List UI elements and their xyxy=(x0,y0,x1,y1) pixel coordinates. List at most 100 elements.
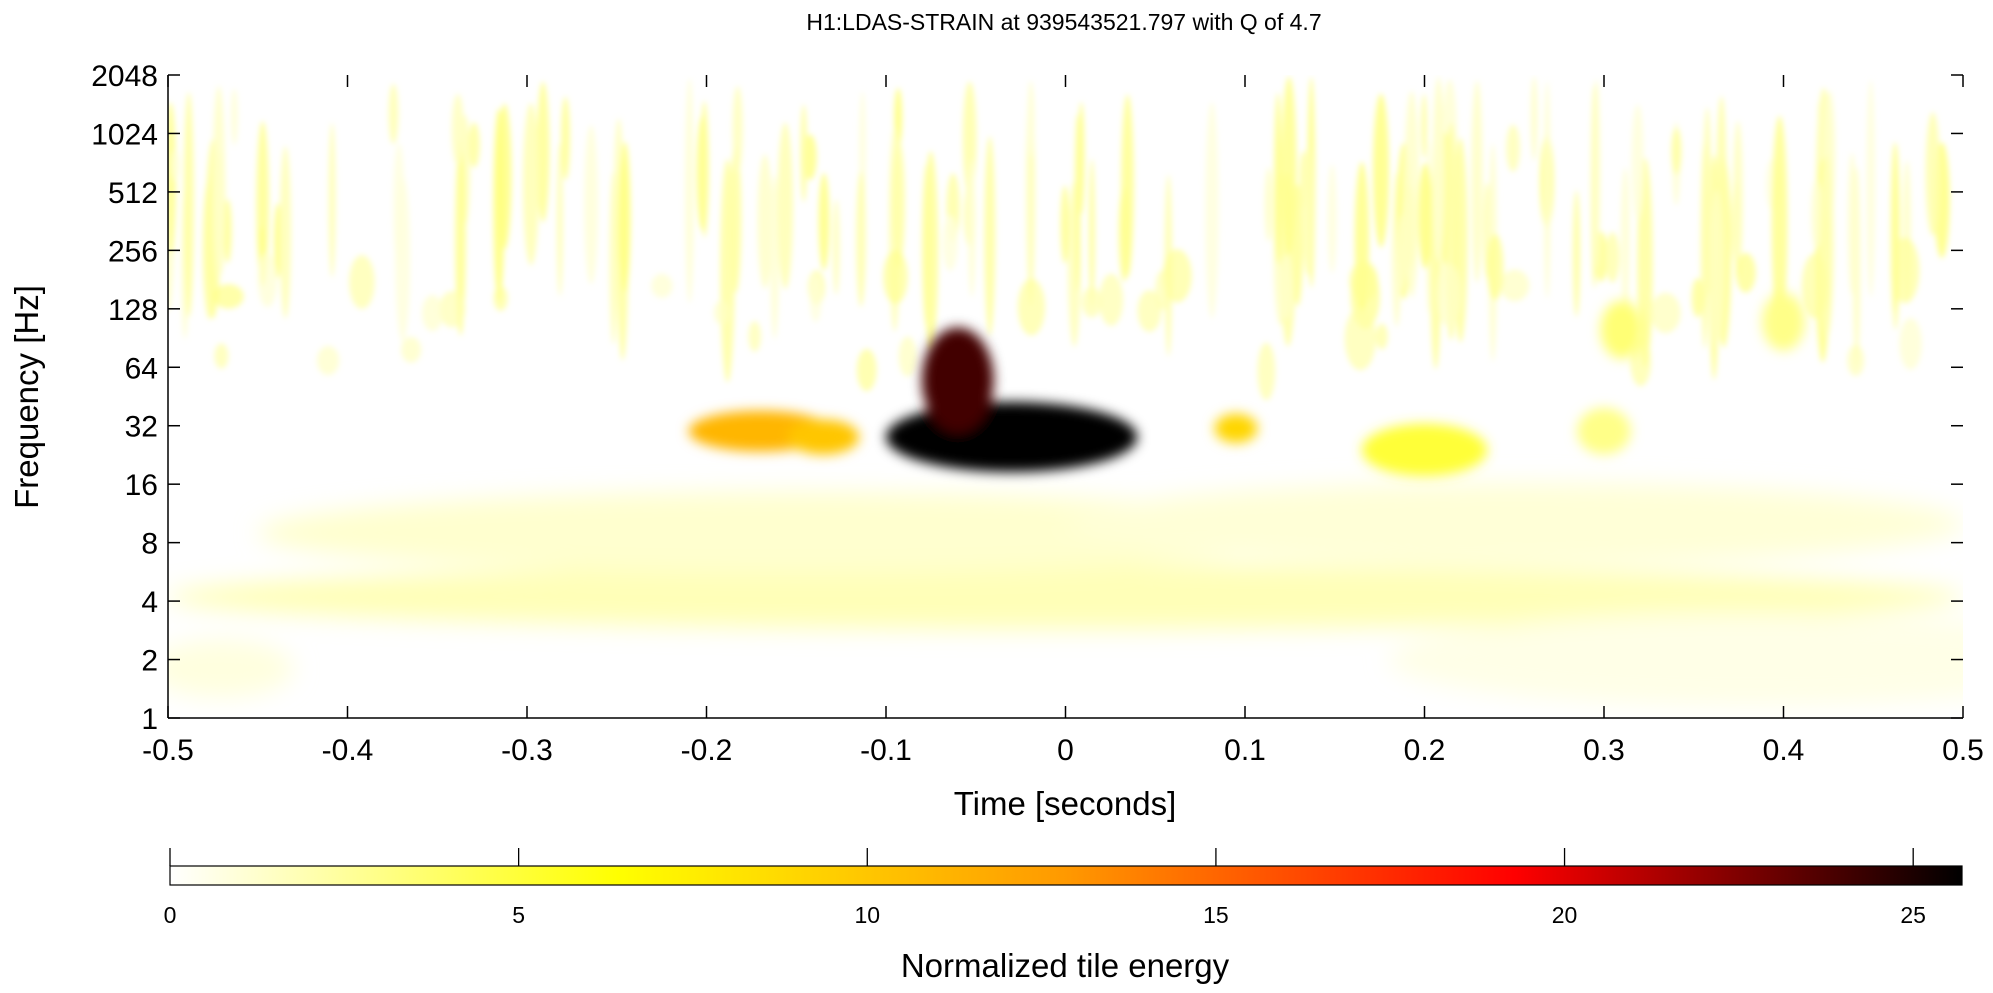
noise-patch-31 xyxy=(1081,286,1102,318)
energy-tile-0 xyxy=(886,401,1138,473)
noise-streak-73 xyxy=(923,151,939,352)
noise-streak-40 xyxy=(1637,158,1653,368)
noise-streak-116 xyxy=(1710,189,1724,348)
noise-streak-26 xyxy=(536,81,550,223)
noise-streak-110 xyxy=(1700,142,1710,349)
x-tick-label: 0.2 xyxy=(1404,734,1446,767)
noise-streak-34 xyxy=(1810,179,1822,249)
noise-streak-135 xyxy=(493,108,505,303)
energy-tile-5 xyxy=(1361,423,1488,477)
x-tick-label: 0.1 xyxy=(1224,734,1266,767)
y-axis-label: Frequency [Hz] xyxy=(8,285,45,509)
noise-patch-25 xyxy=(1801,253,1829,319)
noise-streak-10 xyxy=(818,172,830,271)
colorbar-tick-label: 20 xyxy=(1552,902,1578,928)
noise-streak-115 xyxy=(556,142,564,297)
noise-streak-130 xyxy=(1506,124,1520,172)
noise-streak-63 xyxy=(1817,98,1825,130)
noise-patch-33 xyxy=(1162,249,1192,303)
y-tick-label: 4 xyxy=(141,586,158,619)
noise-streak-128 xyxy=(1925,112,1941,236)
x-axis-ticks: -0.5 -0.4 -0.3 -0.2 -0.1 0 0.1 0.2 0.3 0.4 0.5 xyxy=(142,75,1984,767)
y-axis-ticks: 1 2 4 8 16 32 64 128 256 512 1024 2048 xyxy=(91,60,1963,736)
colorbar-tick-label: 25 xyxy=(1900,902,1926,928)
energy-tile-4 xyxy=(1214,413,1258,444)
noise-streak-37 xyxy=(1074,113,1081,293)
noise-streak-6 xyxy=(832,199,840,295)
energy-tile-10 xyxy=(257,491,1335,574)
noise-patch-21 xyxy=(349,255,375,309)
noise-streak-136 xyxy=(393,143,405,268)
chart-title: H1:LDAS-STRAIN at 939543521.797 with Q o… xyxy=(806,9,1321,35)
noise-streak-48 xyxy=(468,122,480,168)
noise-streak-72 xyxy=(1605,232,1620,283)
noise-patch-16 xyxy=(401,336,422,363)
noise-streak-122 xyxy=(1771,115,1788,332)
noise-patch-28 xyxy=(1691,278,1704,318)
noise-streak-121 xyxy=(1301,146,1315,276)
noise-streak-129 xyxy=(1432,75,1445,262)
noise-streak-38 xyxy=(699,100,709,238)
noise-patch-27 xyxy=(883,250,908,304)
noise-streak-107 xyxy=(1572,190,1581,317)
x-tick-label: 0 xyxy=(1057,734,1074,767)
noise-streak-8 xyxy=(1471,80,1483,283)
noise-streak-103 xyxy=(388,83,399,145)
noise-streak-62 xyxy=(770,175,780,340)
y-tick-label: 2 xyxy=(141,645,158,678)
noise-streak-120 xyxy=(732,86,743,174)
y-tick-label: 1024 xyxy=(91,118,158,151)
noise-streak-85 xyxy=(258,226,265,257)
noise-patch-29 xyxy=(1349,260,1379,302)
noise-streak-82 xyxy=(279,146,292,319)
noise-patch-9 xyxy=(1257,342,1276,401)
y-tick-label: 16 xyxy=(125,469,158,502)
noise-patch-26 xyxy=(422,295,443,332)
noise-streak-66 xyxy=(1620,167,1631,314)
noise-patch-38 xyxy=(1155,270,1169,311)
noise-streak-69 xyxy=(1264,167,1273,242)
noise-streak-125 xyxy=(561,96,571,181)
noise-patch-5 xyxy=(1735,252,1756,293)
energy-tile-13 xyxy=(168,639,294,698)
noise-streak-104 xyxy=(328,123,336,278)
noise-streak-101 xyxy=(451,94,465,165)
x-tick-label: -0.5 xyxy=(142,734,194,767)
y-tick-label: 512 xyxy=(108,177,158,210)
noise-streak-111 xyxy=(1121,94,1134,277)
noise-patch-14 xyxy=(856,348,877,392)
energy-tile-6 xyxy=(1577,407,1631,455)
noise-streak-20 xyxy=(1530,76,1538,161)
energy-feature-layer xyxy=(688,292,1806,477)
low-energy-wash-layer xyxy=(168,482,1963,707)
x-tick-label: -0.2 xyxy=(681,734,733,767)
noise-streak-50 xyxy=(171,149,180,181)
noise-streak-65 xyxy=(1421,94,1428,159)
energy-tile-7 xyxy=(1600,300,1644,359)
noise-patch-6 xyxy=(1486,233,1504,301)
energy-tile-8 xyxy=(1761,292,1806,351)
x-tick-label: 0.5 xyxy=(1942,734,1984,767)
noise-streak-42 xyxy=(231,88,238,146)
colorbar-label: Normalized tile energy xyxy=(901,947,1230,984)
y-tick-label: 1 xyxy=(141,703,158,736)
noise-streak-92 xyxy=(1401,184,1417,271)
colorbar-tick-label: 10 xyxy=(854,902,880,928)
noise-patch-10 xyxy=(213,284,244,309)
energy-tile-11 xyxy=(1065,482,1963,565)
noise-patch-17 xyxy=(1344,307,1377,371)
x-tick-label: -0.4 xyxy=(322,734,374,767)
noise-patch-30 xyxy=(809,273,822,323)
noise-patch-4 xyxy=(1137,290,1162,332)
noise-streak-39 xyxy=(584,124,598,285)
energy-tile-3 xyxy=(787,419,860,455)
high-frequency-streak-layer xyxy=(168,75,1950,401)
noise-streak-102 xyxy=(1732,120,1743,278)
noise-patch-35 xyxy=(214,343,229,369)
noise-streak-119 xyxy=(1671,127,1682,175)
colorbar-tick-label: 15 xyxy=(1203,902,1229,928)
noise-streak-12 xyxy=(757,154,773,289)
x-tick-label: -0.1 xyxy=(860,734,912,767)
noise-streak-84 xyxy=(800,104,808,203)
